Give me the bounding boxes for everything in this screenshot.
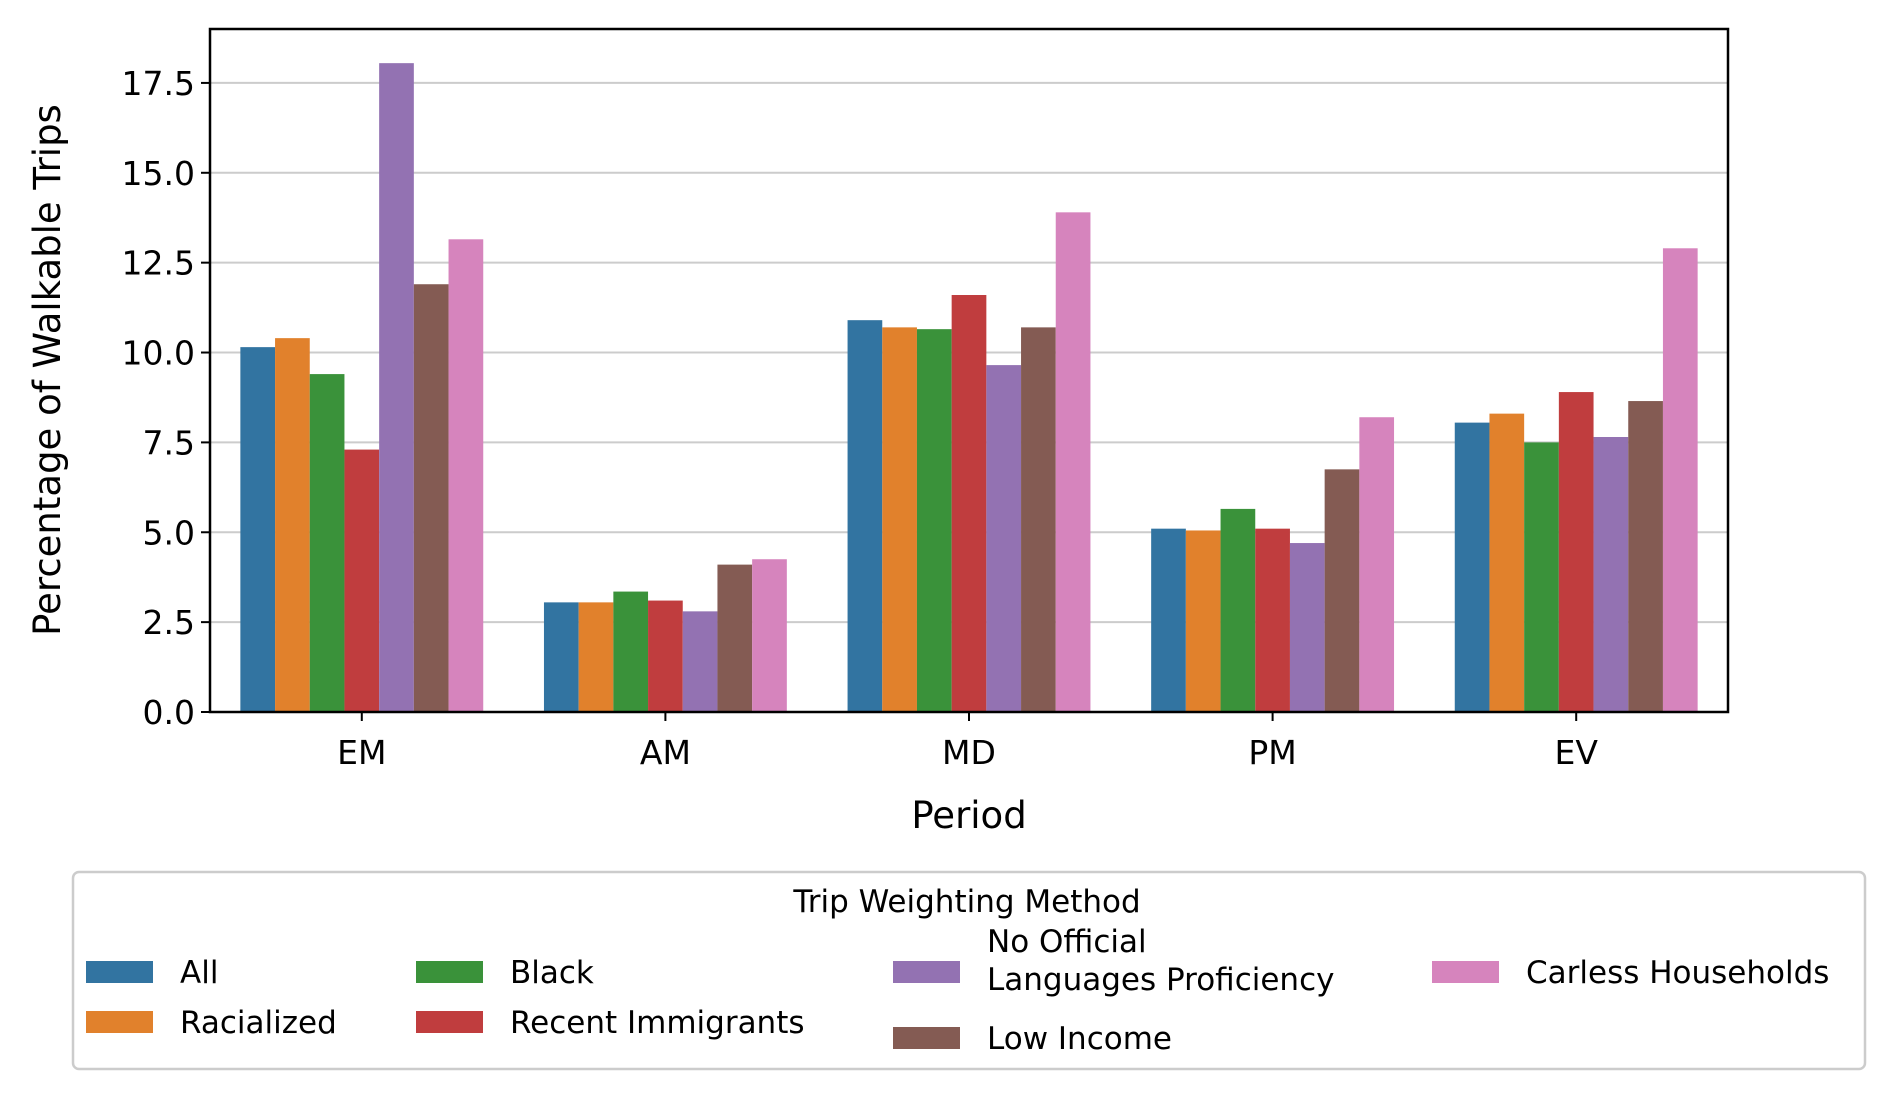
bar — [240, 347, 276, 712]
y-tick-label: 10.0 — [122, 334, 195, 373]
legend-items: All Racialized Black Recent Immigrants No Of… — [86, 924, 1829, 1057]
bar — [717, 564, 753, 712]
bar — [1454, 422, 1490, 712]
bar — [1220, 508, 1256, 712]
bar — [543, 602, 579, 712]
y-tick-label: 12.5 — [122, 244, 195, 283]
legend-label: Racialized — [180, 1005, 337, 1041]
bar — [275, 338, 310, 712]
bar — [1593, 437, 1629, 712]
bar — [1151, 528, 1186, 712]
y-tick-label: 7.5 — [143, 423, 195, 462]
legend-label: Low Income — [987, 1021, 1172, 1057]
legend-label: No Official — [987, 924, 1147, 960]
y-tick-label: 15.0 — [122, 154, 195, 193]
bar — [951, 295, 987, 712]
legend-item: Low Income — [893, 1021, 1172, 1057]
bar — [413, 284, 449, 712]
x-tick-label: EV — [1554, 733, 1598, 772]
bar — [1324, 469, 1360, 712]
bars — [240, 63, 1698, 713]
legend-item: All — [86, 955, 218, 991]
bar — [986, 365, 1022, 712]
bar — [1524, 442, 1559, 712]
bar — [1055, 212, 1091, 712]
legend-swatch — [416, 1011, 483, 1033]
legend-item: Black — [416, 955, 594, 991]
legend-label: Carless Households — [1526, 955, 1829, 991]
bar — [578, 602, 614, 712]
legend-swatch — [893, 1027, 960, 1049]
bar — [882, 327, 917, 712]
legend-label: Languages Proficiency — [987, 962, 1334, 998]
bar — [1359, 417, 1395, 712]
bar — [916, 329, 952, 712]
bar — [1289, 543, 1325, 712]
y-tick-label: 0.0 — [143, 693, 195, 732]
y-axis-label: Percentage of Walkable Trips — [26, 104, 69, 636]
y-tick-label: 2.5 — [143, 603, 195, 642]
legend-label: All — [180, 955, 218, 991]
bar — [648, 600, 683, 712]
legend-title: Trip Weighting Method — [792, 884, 1140, 920]
bar — [448, 239, 484, 712]
bar — [1662, 248, 1698, 713]
y-tick-label: 5.0 — [143, 513, 195, 552]
legend-item: Racialized — [86, 1005, 337, 1041]
bar — [1185, 530, 1221, 712]
bar — [752, 559, 787, 712]
y-axis-ticks: 0.0 2.5 5.0 7.5 10.0 12.5 15.0 17.5 — [122, 64, 210, 732]
x-tick-label: AM — [640, 733, 691, 772]
legend: Trip Weighting Method All Racialized Black… — [71, 870, 1867, 1071]
x-axis-ticks: EM AM MD PM EV — [337, 712, 1598, 772]
bar — [344, 449, 380, 712]
bar — [847, 320, 883, 712]
legend-swatch — [416, 961, 483, 983]
legend-frame — [71, 870, 1867, 1071]
legend-item: Recent Immigrants — [416, 1005, 805, 1041]
legend-swatch — [86, 961, 153, 983]
bar — [682, 611, 718, 712]
bar — [1021, 327, 1056, 712]
x-tick-label: EM — [337, 733, 386, 772]
bar — [1558, 392, 1594, 712]
bar — [379, 63, 414, 712]
x-tick-label: PM — [1248, 733, 1296, 772]
legend-swatch — [86, 1011, 153, 1033]
legend-item: Carless Households — [1432, 955, 1829, 991]
bar — [1628, 401, 1663, 712]
legend-swatch — [893, 961, 960, 983]
y-tick-label: 17.5 — [122, 64, 195, 103]
x-axis-label: Period — [911, 794, 1026, 837]
legend-label: Recent Immigrants — [510, 1005, 805, 1041]
bar — [309, 374, 345, 712]
legend-swatch — [1432, 961, 1499, 983]
legend-label: Black — [510, 955, 594, 991]
bar — [1489, 413, 1525, 712]
bar — [613, 591, 649, 712]
x-tick-label: MD — [942, 733, 996, 772]
bar — [1255, 528, 1290, 712]
